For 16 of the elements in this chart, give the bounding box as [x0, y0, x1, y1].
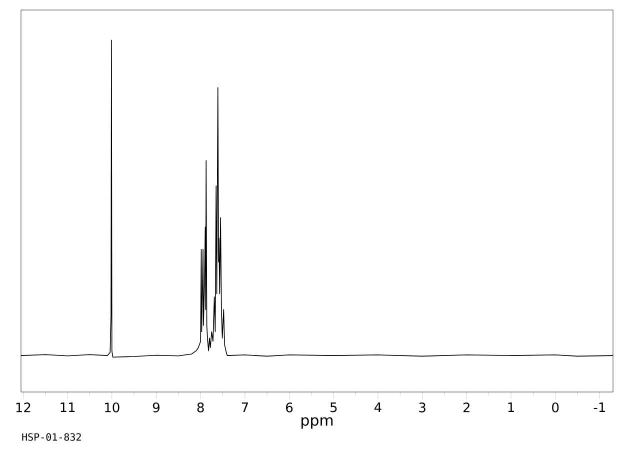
x-axis-title: ppm	[302, 417, 333, 429]
x-tick-label: 4	[374, 402, 382, 412]
x-tick-label: 7	[242, 402, 248, 412]
x-tick-label: 9	[152, 402, 160, 412]
x-tick-label: 5	[330, 402, 337, 412]
x-tick-label: 10	[105, 402, 120, 412]
x-tick-label: 0	[552, 402, 559, 412]
x-tick-label: 11	[60, 402, 75, 412]
x-tick-label: -1	[594, 402, 605, 412]
x-tick-label: 12	[16, 402, 30, 412]
x-tick-label: 1	[508, 402, 514, 412]
x-tick-label: 6	[286, 402, 293, 412]
x-tick-label: 2	[463, 402, 470, 412]
x-tick-label: 8	[197, 402, 204, 412]
x-tick-label: 3	[419, 402, 426, 412]
text: HSP-01-832	[22, 433, 81, 441]
